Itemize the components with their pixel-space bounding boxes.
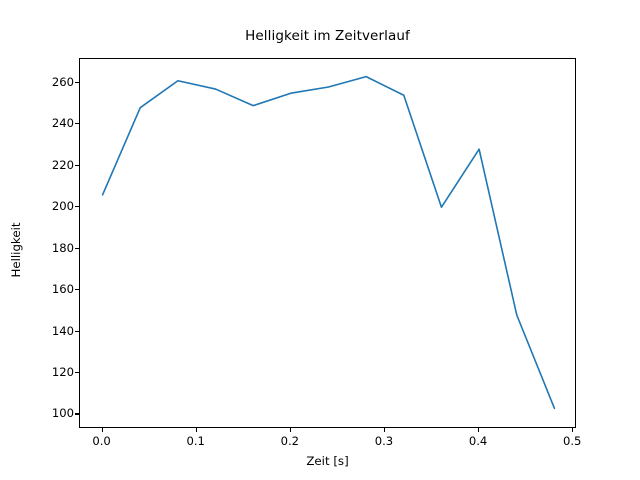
y-tick-mark <box>75 247 79 249</box>
y-tick-mark <box>75 289 79 291</box>
chart-title: Helligkeit im Zeitverlauf <box>245 28 410 44</box>
y-tick-label: 260 <box>51 74 74 89</box>
plot-area <box>79 58 576 428</box>
x-tick-label: 0.1 <box>186 434 205 448</box>
data-series-line <box>101 75 556 410</box>
x-tick-mark <box>478 428 480 432</box>
x-tick-label: 0.4 <box>468 434 488 448</box>
y-tick-mark <box>75 372 79 374</box>
x-tick-mark <box>572 428 574 432</box>
y-axis-tick-labels: 100 120 140 160 180 200 220 240 260 <box>22 0 74 480</box>
line-plot-svg <box>101 75 556 410</box>
y-tick-label: 160 <box>51 282 74 297</box>
x-tick-mark <box>289 428 291 432</box>
y-tick-mark <box>75 123 79 125</box>
y-tick-label: 100 <box>51 406 74 421</box>
y-tick-label: 140 <box>51 323 74 338</box>
x-axis-label: Zeit [s] <box>306 454 349 468</box>
x-tick-label: 0.0 <box>92 434 111 448</box>
y-tick-label: 120 <box>51 365 74 380</box>
x-tick-mark <box>101 428 103 432</box>
x-tick-mark <box>383 428 386 432</box>
x-tick-label: 0.3 <box>374 434 394 448</box>
y-tick-mark <box>75 330 79 332</box>
y-tick-label: 220 <box>51 157 74 172</box>
x-tick-mark <box>195 428 197 432</box>
y-tick-mark <box>75 164 79 166</box>
x-tick-label: 0.5 <box>563 434 582 448</box>
y-axis-label: Helligkeit <box>9 222 23 278</box>
x-tick-label: 0.2 <box>280 434 300 448</box>
y-tick-mark <box>75 206 79 208</box>
y-tick-mark <box>75 81 79 83</box>
y-tick-label: 240 <box>51 116 74 131</box>
y-tick-label: 200 <box>51 199 74 214</box>
y-tick-label: 180 <box>51 240 74 255</box>
y-tick-mark <box>75 413 79 415</box>
